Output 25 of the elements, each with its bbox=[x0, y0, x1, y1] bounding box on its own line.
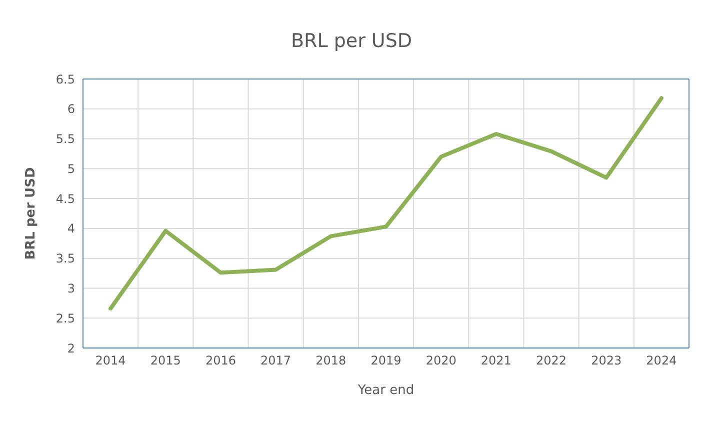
x-tick-label: 2017 bbox=[260, 354, 292, 368]
x-tick-label: 2021 bbox=[480, 354, 512, 368]
y-tick-label: 2 bbox=[67, 341, 75, 356]
chart-title: BRL per USD bbox=[290, 30, 414, 52]
x-tick-label: 2015 bbox=[150, 354, 181, 368]
x-tick-label: 2019 bbox=[370, 354, 402, 368]
y-tick-label: 3 bbox=[67, 281, 75, 296]
x-tick-label: 2018 bbox=[316, 354, 346, 368]
y-tick-label: 2.5 bbox=[56, 311, 75, 326]
y-tick-label: 3.5 bbox=[56, 252, 75, 266]
x-tick-label: 2020 bbox=[426, 354, 456, 368]
x-tick-label: 2022 bbox=[536, 354, 567, 368]
x-tick-label: 2024 bbox=[646, 354, 677, 368]
y-tick-label: 4.5 bbox=[56, 192, 75, 206]
y-tick-label: 6 bbox=[67, 102, 75, 116]
y-tick-label: 5.5 bbox=[56, 132, 75, 146]
x-tick-label: 2016 bbox=[205, 354, 236, 368]
y-tick-label: 6.5 bbox=[56, 72, 75, 86]
x-tick-label: 2014 bbox=[95, 354, 126, 368]
y-axis-title: BRL per USD bbox=[24, 167, 39, 260]
line-series bbox=[108, 96, 664, 311]
x-axis-title: Year end bbox=[356, 383, 414, 398]
y-tick-label: 4 bbox=[67, 222, 75, 236]
x-tick-label: 2023 bbox=[591, 354, 622, 368]
y-tick-label: 5 bbox=[67, 162, 75, 176]
